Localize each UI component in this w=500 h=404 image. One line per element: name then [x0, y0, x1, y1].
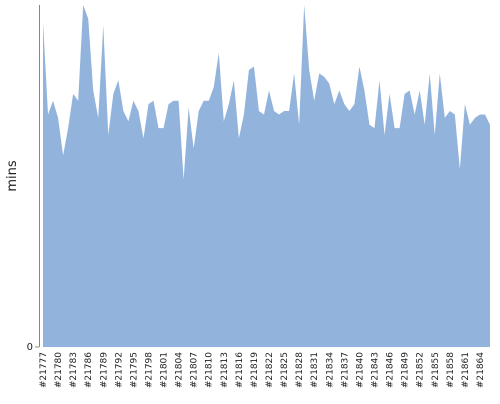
x-tick-label: #21795 [129, 352, 139, 388]
x-tick-label: #21843 [370, 352, 380, 388]
y-tick-label: 0 [27, 342, 33, 353]
y-axis-label: mins [5, 160, 20, 192]
x-tick-label: #21807 [190, 352, 200, 388]
x-tick-label: #21864 [476, 352, 486, 388]
x-tick-label: #21834 [325, 352, 335, 388]
x-tick-label: #21813 [220, 352, 230, 388]
x-tick-label: #21828 [295, 352, 305, 388]
x-tick-label: #21846 [386, 352, 396, 388]
x-tick-label: #21798 [144, 352, 154, 388]
x-tick-label: #21840 [355, 352, 365, 388]
x-tick-label: #21861 [461, 352, 471, 388]
x-tick-label: #21819 [250, 352, 260, 388]
area [43, 5, 490, 347]
x-tick-label: #21816 [235, 352, 245, 388]
x-tick-label: #21810 [205, 352, 215, 388]
x-tick-label: #21789 [99, 352, 109, 388]
x-tick-label: #21831 [310, 352, 320, 388]
x-tick-label: #21825 [280, 352, 290, 388]
x-tick-label: #21792 [114, 352, 124, 388]
x-tick-label: #21777 [39, 352, 49, 388]
x-tick-label: #21858 [446, 352, 456, 388]
x-tick-label: #21786 [84, 352, 94, 388]
x-tick-label: #21780 [54, 352, 64, 388]
x-tick-label: #21837 [340, 352, 350, 388]
x-tick-label: #21783 [69, 352, 79, 388]
x-tick-label: #21801 [160, 352, 170, 388]
x-tick-label: #21849 [401, 352, 411, 388]
x-tick-label: #21822 [265, 352, 275, 388]
x-tick-label: #21852 [416, 352, 426, 388]
x-tick-label: #21855 [431, 352, 441, 388]
x-tick-label: #21804 [175, 352, 185, 388]
